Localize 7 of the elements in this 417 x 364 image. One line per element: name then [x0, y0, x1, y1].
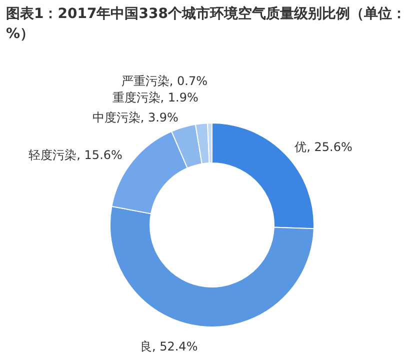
- slice-label: 重度污染, 1.9%: [112, 90, 198, 105]
- slice-label: 优, 25.6%: [294, 140, 352, 154]
- slice-label: 中度污染, 3.9%: [92, 110, 178, 125]
- slice-label: 轻度污染, 15.6%: [28, 148, 122, 162]
- chart-title: 图表1：2017年中国338个城市环境空气质量级别比例（单位：%）: [6, 4, 406, 44]
- slice-label: 严重污染, 0.7%: [121, 74, 208, 88]
- slice-label: 良, 52.4%: [140, 339, 198, 354]
